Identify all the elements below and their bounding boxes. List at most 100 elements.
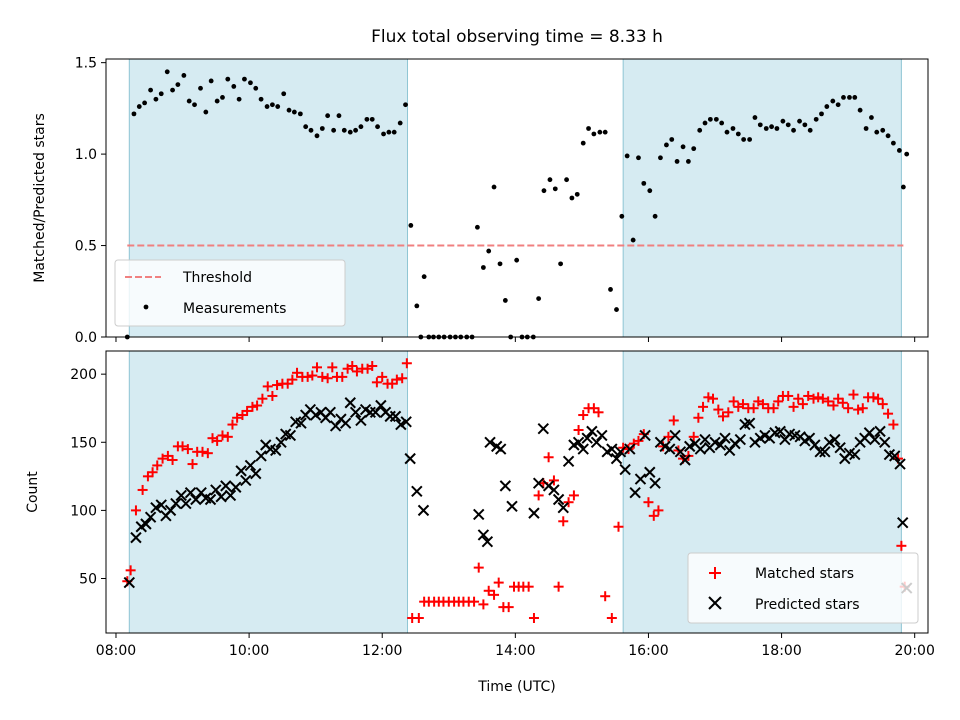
predicted-star-point (170, 497, 182, 510)
matched-star-point (563, 497, 574, 508)
measurement-point (175, 82, 181, 88)
matched-star-point (868, 392, 879, 403)
measurement-point (564, 177, 569, 183)
matched-star-point (125, 565, 136, 576)
y-tick-label: 150 (70, 435, 97, 451)
matched-star-point (351, 366, 362, 377)
predicted-star-point (719, 432, 731, 444)
matched-star-point (397, 373, 408, 384)
predicted-star-point (694, 443, 707, 455)
measurement-point (880, 127, 886, 133)
matched-star-point (473, 562, 484, 573)
predicted-star-point (329, 420, 342, 432)
measurement-point (769, 124, 774, 130)
measurement-point (192, 102, 197, 108)
predicted-star-point (562, 455, 575, 468)
measurement-point (486, 248, 492, 254)
predicted-star-point (506, 500, 518, 513)
matched-star-point (558, 516, 569, 527)
measurement-point (231, 84, 237, 89)
measurement-point (253, 85, 259, 91)
measurement-point (308, 127, 314, 133)
predicted-star-point (130, 531, 142, 544)
top-ticks: 0.0 0.5 1.0 1.5 (75, 56, 916, 346)
matched-star-point (773, 396, 784, 407)
matched-star-point (837, 397, 848, 408)
measurement-point (841, 95, 846, 100)
predicted-star-point (803, 432, 816, 444)
matched-star-point (823, 396, 834, 407)
matched-star-point (528, 613, 539, 624)
measurement-point (186, 98, 192, 104)
predicted-star-point (477, 529, 490, 541)
measurement-point (136, 104, 142, 109)
predicted-star-point (774, 425, 786, 438)
measurement-point (630, 237, 636, 243)
predicted-star-point (411, 485, 423, 498)
bottom-y-axis-label: Count (25, 471, 41, 513)
predicted-star-point (849, 448, 861, 461)
measurement-point (580, 140, 586, 146)
predicted-star-point (869, 433, 881, 446)
predicted-star-point (240, 474, 252, 487)
legend-matched-swatch (709, 567, 721, 579)
predicted-star-point (572, 436, 585, 448)
predicted-star-point (284, 429, 297, 442)
measurement-point (514, 257, 520, 263)
legend-measurements-swatch (143, 304, 149, 310)
measurement-point (242, 76, 247, 82)
top-axes-frame (105, 58, 929, 338)
predicted-star-point (175, 489, 187, 502)
measurement-point (636, 155, 641, 161)
top-legend: Threshold Measurements (114, 259, 346, 327)
measurement-point (863, 126, 869, 131)
measurement-point (869, 115, 874, 120)
legend-measurements-label: Measurements (183, 301, 286, 317)
measurement-point (203, 109, 209, 115)
matched-star-point (578, 410, 589, 421)
matched-star-point (828, 400, 839, 411)
predicted-star-point (324, 406, 337, 419)
top-legend-box (114, 259, 346, 327)
measurement-point (807, 127, 813, 133)
matched-star-point (793, 393, 804, 404)
predicted-star-point (473, 508, 485, 521)
predicted-star-point (532, 477, 545, 489)
predicted-star-point (699, 433, 711, 446)
measurement-point (381, 131, 386, 137)
predicted-star-point (606, 443, 618, 455)
matched-star-point (737, 399, 748, 410)
measurement-point (397, 120, 403, 126)
measurement-point (602, 129, 608, 135)
measurement-point (497, 261, 503, 267)
predicted-star-point (295, 417, 307, 429)
matched-star-point (663, 431, 674, 442)
measurement-point (852, 95, 858, 100)
measurement-point (652, 213, 658, 219)
predicted-star-point (879, 436, 891, 448)
matched-star-point (573, 425, 584, 436)
shaded-region-1 (128, 350, 409, 634)
measurement-point (847, 95, 852, 100)
measurement-point (258, 96, 264, 102)
measurement-point (331, 127, 337, 133)
matched-star-point (317, 371, 328, 382)
matched-star-point (703, 392, 714, 403)
measurement-point (220, 95, 225, 100)
y-tick-label: 1.0 (75, 147, 97, 163)
measurement-point (153, 96, 159, 102)
predicted-star-point (624, 443, 636, 455)
predicted-star-point (250, 467, 262, 480)
y-tick-label: 50 (79, 572, 97, 588)
predicted-star-point (629, 486, 641, 499)
measurement-point (142, 100, 148, 106)
measurement-point (702, 120, 708, 126)
matched-star-point (232, 412, 243, 423)
predicted-star-point (829, 433, 841, 446)
matched-star-point (130, 505, 141, 516)
predicted-star-point (494, 443, 507, 455)
measurement-point (591, 131, 597, 137)
predicted-star-point (204, 493, 217, 506)
matched-star-point (489, 589, 500, 600)
measurement-point (735, 131, 741, 137)
